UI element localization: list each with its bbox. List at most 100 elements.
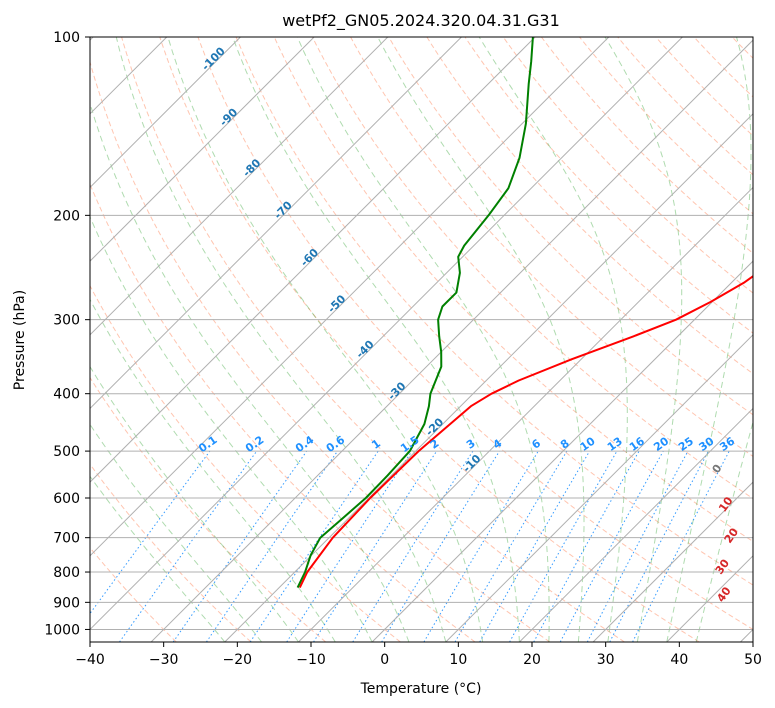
- mixing-ratio-line: [249, 450, 379, 642]
- y-tick-label: 1000: [44, 622, 80, 638]
- chart-title: wetPf2_GN05.2024.320.04.31.G31: [282, 11, 560, 31]
- mixing-ratio-line: [454, 450, 568, 642]
- grid-lines: [90, 37, 753, 642]
- isotherm: [740, 628, 753, 642]
- mixing-ratio-line: [352, 450, 474, 642]
- moist-adiabat: [90, 423, 262, 642]
- mixing-ratio-line: [205, 450, 338, 642]
- moist-adiabat: [695, 420, 753, 642]
- x-tick-label: −40: [75, 652, 105, 668]
- dry-adiabat-label: -100: [199, 44, 228, 73]
- dry-adiabat: [90, 376, 327, 642]
- mixing-ratio-label: 1: [369, 437, 383, 452]
- mixing-ratio-line: [586, 450, 689, 642]
- y-tick-label: 600: [53, 491, 80, 507]
- x-axis-label: Temperature (°C): [360, 681, 482, 697]
- dry-adiabat-label: -80: [240, 156, 263, 179]
- mixing-ratio-line: [90, 450, 211, 615]
- dry-adiabat: [617, 37, 753, 176]
- y-tick-label: 900: [53, 595, 80, 611]
- x-tick-label: 20: [523, 652, 541, 668]
- moist-adiabat: [296, 37, 550, 642]
- y-tick-label: 200: [53, 208, 80, 224]
- isotherm: [90, 37, 610, 557]
- moist-adiabat-label: 10: [716, 494, 736, 514]
- isotherm: [592, 481, 753, 642]
- dry-adiabat: [90, 463, 252, 642]
- mixing-ratio-line: [423, 450, 539, 642]
- x-tick-label: 0: [380, 652, 389, 668]
- mixing-ratio-label: 0.4: [293, 433, 317, 455]
- dry-adiabat: [388, 37, 753, 416]
- x-tick-label: 50: [744, 652, 762, 668]
- y-axis-label: Pressure (hPa): [12, 290, 28, 390]
- dry-adiabat: [502, 37, 753, 294]
- moist-adiabat: [377, 37, 585, 642]
- isotherm: [90, 37, 389, 336]
- mixing-ratio-lines: [90, 450, 730, 642]
- moist-adiabat-label: 40: [714, 584, 734, 604]
- dry-adiabat: [90, 60, 551, 642]
- dry-adiabat-label: -50: [325, 292, 348, 315]
- mixing-ratio-line: [381, 450, 500, 642]
- dry-adiabat: [770, 37, 775, 642]
- moist-adiabat: [90, 101, 410, 642]
- y-tick-label: 300: [53, 313, 80, 329]
- dry-adiabat: [159, 37, 700, 642]
- dry-adiabat: [311, 37, 753, 500]
- mixing-ratio-label: 3: [464, 437, 478, 452]
- mixing-ratio-line: [313, 450, 438, 642]
- mixing-ratio-line: [119, 450, 258, 642]
- mixing-ratio-line: [172, 450, 308, 642]
- moist-adiabat: [115, 37, 447, 642]
- isotherm: [90, 37, 683, 631]
- dry-adiabat: [121, 37, 625, 642]
- mixing-ratio-label: 0.6: [324, 433, 348, 455]
- moist-adiabat: [478, 37, 628, 642]
- isotherm: [150, 39, 753, 642]
- x-axis-ticks: −40 −30 −20 −10 0 10 20 30 40 50: [75, 642, 762, 668]
- isotherm: [90, 37, 241, 189]
- moist-adiabat-label: 0: [710, 462, 725, 476]
- moist-adiabat-label: 30: [713, 557, 733, 577]
- mixing-ratio-label: 2: [428, 437, 442, 452]
- mixing-ratio-label: 0.2: [243, 433, 266, 455]
- y-tick-label: 400: [53, 387, 80, 403]
- dry-adiabat-label: -10: [460, 452, 483, 475]
- mixing-ratio-line: [533, 450, 640, 642]
- dry-adiabat: [90, 284, 401, 642]
- dry-adiabat: [273, 37, 753, 543]
- x-tick-label: −20: [223, 652, 253, 668]
- moist-adiabats: [90, 37, 753, 642]
- x-tick-label: 40: [670, 652, 688, 668]
- isotherm: [371, 260, 753, 642]
- dry-adiabat: [235, 37, 753, 586]
- mixing-ratio-label: 4: [491, 437, 505, 452]
- mixing-ratio-label: 0.1: [196, 433, 219, 455]
- dry-adiabat-label: -60: [298, 246, 321, 269]
- x-tick-label: −10: [296, 652, 326, 668]
- mixing-ratio-line: [286, 450, 413, 642]
- moist-adiabat: [604, 37, 683, 642]
- mixing-ratio-line: [509, 450, 618, 642]
- dry-adiabat: [90, 183, 476, 642]
- isotherm: [90, 37, 315, 262]
- moist-adiabat: [167, 37, 484, 642]
- dry-adiabat: [693, 37, 753, 98]
- moist-adiabat: [666, 37, 752, 642]
- sounding-profiles: [296, 37, 753, 589]
- isotherm: [519, 407, 753, 642]
- y-tick-label: 800: [53, 565, 80, 581]
- isotherm: [90, 37, 536, 483]
- moist-adiabat: [90, 365, 299, 642]
- y-tick-label: 500: [53, 444, 80, 460]
- plot-area: 0.1 0.2 0.4 0.6 1 1.5 2 3 4 6 8 10 13 16 20 25 30 36-100-…: [90, 37, 775, 642]
- x-tick-label: −30: [149, 652, 179, 668]
- dry-adiabat: [426, 37, 753, 375]
- dry-adiabat: [197, 37, 753, 631]
- isotherm: [298, 186, 753, 642]
- isotherm: [224, 113, 753, 642]
- y-tick-label: 100: [53, 30, 80, 46]
- temperature-line: [298, 274, 753, 589]
- moist-adiabat: [90, 215, 373, 642]
